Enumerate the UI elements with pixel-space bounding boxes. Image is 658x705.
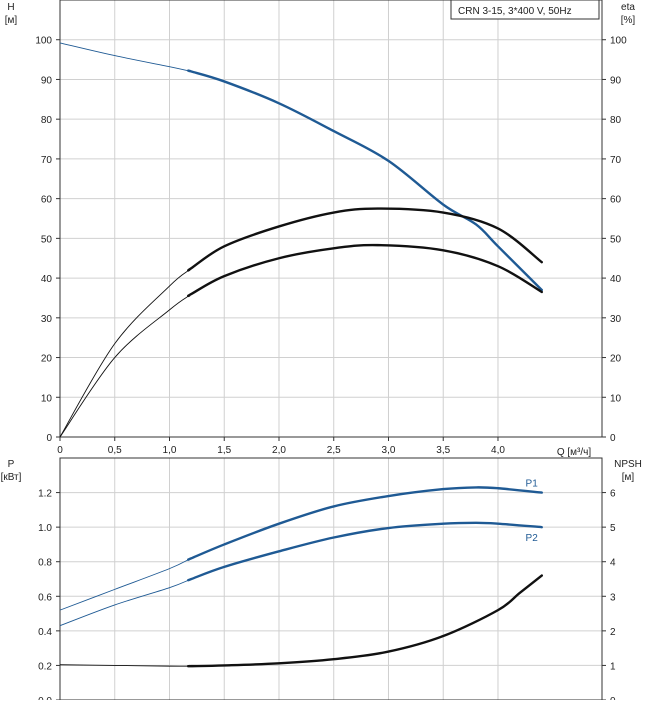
y-tick-label-left: 0.0 (38, 696, 52, 700)
p1-series-label: P1 (526, 479, 539, 490)
y-tick-label-left: 70 (41, 155, 53, 166)
y-tick-label-left: 0.8 (38, 558, 52, 569)
y-tick-label-left: 80 (41, 115, 53, 126)
eta-total-line-curve (187, 207, 543, 272)
head-efficiency-grid (60, 0, 602, 437)
y-tick-label-right: 50 (610, 234, 622, 245)
y-tick-label-left: 90 (41, 75, 53, 86)
eta-total-line-curve-extended (59, 269, 190, 438)
y-tick-label-left: 1.0 (38, 523, 52, 534)
x-tick-label: 3,5 (436, 445, 450, 456)
chart-title: CRN 3-15, 3*400 V, 50Hz (458, 6, 572, 17)
y-tick-label-left: 30 (41, 314, 53, 325)
y-tick-label-left: 50 (41, 234, 53, 245)
x-tick-label: 2,5 (327, 445, 341, 456)
y-tick-label-left: 1.2 (38, 489, 52, 500)
x-tick-label: 0,5 (108, 445, 122, 456)
head-efficiency-curves (59, 42, 543, 438)
x-tick-label: 2,0 (272, 445, 286, 456)
y-tick-label-right: 0 (610, 696, 616, 700)
y-tick-label-right: 70 (610, 155, 622, 166)
y-tick-label-right: 0 (610, 433, 616, 444)
top-left-axis-title: H (7, 2, 14, 13)
y-tick-label-left: 40 (41, 274, 53, 285)
x-tick-label: 1,0 (163, 445, 177, 456)
y-tick-label-right: 40 (610, 274, 622, 285)
p2-series-label: P2 (526, 533, 539, 544)
y-tick-label-right: 10 (610, 393, 622, 404)
y-tick-label-left: 0.4 (38, 627, 52, 638)
head-curve (187, 69, 543, 292)
p1-curve-extended (59, 558, 190, 611)
bottom-left-axis-title: P (8, 459, 15, 470)
y-tick-label-left: 20 (41, 354, 53, 365)
y-tick-label-right: 60 (610, 195, 622, 206)
y-tick-label-right: 20 (610, 354, 622, 365)
y-tick-label-right: 90 (610, 75, 622, 86)
bottom-right-axis-unit: [м] (622, 472, 635, 483)
y-tick-label-right: 6 (610, 489, 616, 500)
y-tick-label-left: 10 (41, 393, 53, 404)
power-npsh-curves: P1 P2 (59, 479, 543, 668)
eta-total-pump-curve-extended (59, 295, 190, 438)
y-tick-label-left: 0.6 (38, 592, 52, 603)
top-plot-frame (59, 0, 603, 438)
npsh-curve (187, 574, 543, 668)
x-tick-label: 3,0 (382, 445, 396, 456)
bottom-tick-labels: 0.0 0 0.2 1 0.4 2 0.6 3 0.8 4 1.0 5 1.2 6 (38, 489, 616, 705)
y-tick-label-left: 100 (35, 36, 52, 47)
x-tick-label: 1,5 (217, 445, 231, 456)
y-tick-label-right: 5 (610, 523, 616, 534)
top-right-axis-title: eta (621, 2, 635, 13)
y-tick-label-right: 30 (610, 314, 622, 325)
eta-total-pump-curve (187, 243, 543, 298)
x-tick-label: 0 (57, 445, 63, 456)
bottom-left-axis-unit: [кВт] (1, 472, 22, 483)
bottom-right-axis-title: NPSH (614, 459, 642, 470)
y-tick-label-right: 80 (610, 115, 622, 126)
p1-curve (187, 486, 543, 561)
npsh-curve-extended (59, 664, 190, 667)
p2-curve-extended (59, 579, 190, 627)
p2-curve (187, 521, 543, 582)
x-tick-label: 4,0 (491, 445, 505, 456)
title-box: CRN 3-15, 3*400 V, 50Hz (450, 0, 600, 20)
y-tick-label-right: 4 (610, 558, 616, 569)
y-tick-label-right: 3 (610, 592, 616, 603)
x-axis-title: Q [м³/ч] (557, 447, 592, 458)
y-tick-label-left: 60 (41, 195, 53, 206)
top-right-axis-unit: [%] (621, 15, 636, 26)
y-tick-label-right: 100 (610, 36, 627, 47)
head-curve-extended (59, 42, 190, 72)
top-left-axis-unit: [м] (5, 15, 18, 26)
y-tick-label-right: 2 (610, 627, 616, 638)
y-tick-label-right: 1 (610, 661, 616, 672)
y-tick-label-left: 0 (46, 433, 52, 444)
y-tick-label-left: 0.2 (38, 661, 52, 672)
